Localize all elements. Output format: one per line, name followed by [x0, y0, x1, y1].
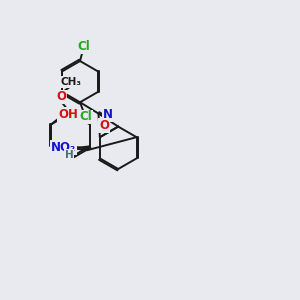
Text: O: O: [56, 91, 66, 103]
Text: N: N: [103, 108, 113, 121]
Text: O: O: [99, 119, 110, 132]
Text: H: H: [65, 150, 74, 160]
Text: Cl: Cl: [77, 40, 90, 53]
Text: NO₂: NO₂: [51, 141, 76, 154]
Text: Cl: Cl: [80, 110, 92, 124]
Text: OH: OH: [58, 108, 78, 121]
Text: CH₃: CH₃: [60, 77, 81, 87]
